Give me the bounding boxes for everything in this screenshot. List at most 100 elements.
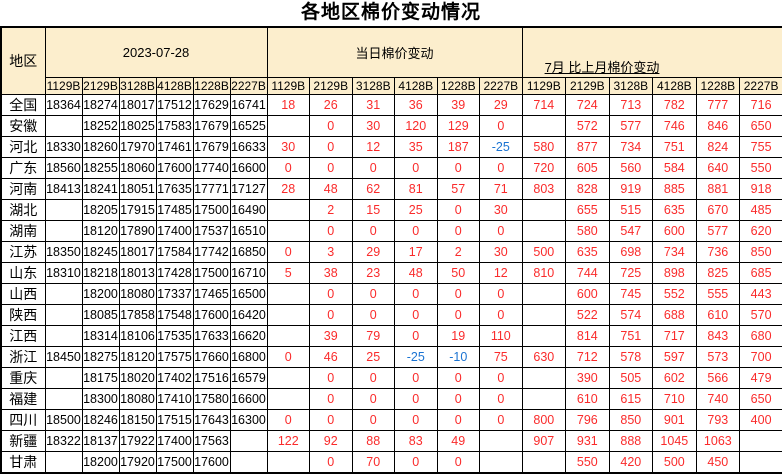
monthly-change-cell: 736 xyxy=(695,240,741,263)
region-cell: 安徽 xyxy=(0,114,46,137)
price-cell: 17516 xyxy=(192,366,231,389)
daily-change-cell: 28 xyxy=(266,177,310,200)
price-cell: 17771 xyxy=(192,177,231,200)
table-row: 山西 18200 18080 17337 17465 16500 0 0 0 0 0 600 745 55… xyxy=(0,282,782,305)
price-cell: 17500 xyxy=(155,450,194,473)
price-cell xyxy=(44,114,83,137)
table-row: 新疆 18322 18137 17922 17400 17563 122 92 88 83 49 90… xyxy=(0,429,782,452)
monthly-change-cell: 720 xyxy=(521,156,567,179)
table-row: 陕西 18085 17858 17548 17600 16420 0 0 0 0 0 522 574 68… xyxy=(0,303,782,326)
monthly-change-cell: 745 xyxy=(608,282,654,305)
daily-change-cell xyxy=(266,198,310,221)
grade-code-header: 3128B xyxy=(118,76,157,95)
monthly-change-cell xyxy=(521,387,567,410)
daily-change-cell: 39 xyxy=(436,93,480,116)
daily-change-cell: 0 xyxy=(394,324,438,347)
daily-change-cell: 48 xyxy=(394,261,438,284)
monthly-change-cell xyxy=(739,450,782,473)
monthly-change-cell: 755 xyxy=(739,135,782,158)
price-cell: 18310 xyxy=(44,261,83,284)
monthly-change-cell: 700 xyxy=(739,345,782,368)
daily-change-cell: 15 xyxy=(351,198,395,221)
daily-change-cell: 30 xyxy=(266,135,310,158)
grade-code-header: 4128B xyxy=(652,76,697,95)
price-cell xyxy=(44,219,83,242)
daily-change-cell: 0 xyxy=(436,156,480,179)
monthly-change-cell: 578 xyxy=(608,345,654,368)
monthly-change-cell: 655 xyxy=(565,198,610,221)
price-cell: 17563 xyxy=(192,429,231,452)
price-cell: 18245 xyxy=(81,240,120,263)
price-cell: 18175 xyxy=(81,366,120,389)
price-cell xyxy=(44,198,83,221)
price-cell xyxy=(44,387,83,410)
daily-change-cell: 0 xyxy=(436,282,480,305)
monthly-change-cell: 782 xyxy=(652,93,697,116)
price-cell: 18275 xyxy=(81,345,120,368)
price-cell: 17400 xyxy=(155,219,194,242)
daily-change-cell xyxy=(266,219,310,242)
monthly-change-cell: 485 xyxy=(739,198,782,221)
daily-change-cell: 129 xyxy=(436,114,480,137)
price-cell: 16579 xyxy=(229,366,268,389)
daily-change-cell: 0 xyxy=(394,219,438,242)
monthly-change-cell: 580 xyxy=(521,135,567,158)
daily-change-cell: 0 xyxy=(394,387,438,410)
daily-change-cell: 25 xyxy=(351,345,395,368)
region-cell: 新疆 xyxy=(0,429,46,452)
monthly-change-cell: 810 xyxy=(521,261,567,284)
price-cell: 18255 xyxy=(81,156,120,179)
daily-change-cell: 0 xyxy=(266,408,310,431)
table-row: 江苏 18350 18245 18017 17584 17742 16850 0 3 29 17 2 3… xyxy=(0,240,782,263)
monthly-change-cell: 610 xyxy=(695,303,741,326)
price-cell: 17500 xyxy=(192,198,231,221)
daily-change-cell: 81 xyxy=(394,177,438,200)
price-cell: 17548 xyxy=(155,303,194,326)
price-cell: 18017 xyxy=(118,240,157,263)
monthly-change-cell: 850 xyxy=(739,240,782,263)
monthly-change-cell: 698 xyxy=(608,240,654,263)
table-row: 安徽 18252 18025 17583 17679 16525 0 30 120 129 0 572… xyxy=(0,114,782,137)
monthly-change-cell: 751 xyxy=(652,135,697,158)
price-cell: 17428 xyxy=(155,261,194,284)
grade-code-header: 2227B xyxy=(479,76,523,95)
monthly-change-cell: 746 xyxy=(652,114,697,137)
daily-change-cell: 30 xyxy=(351,114,395,137)
daily-change-cell xyxy=(266,366,310,389)
daily-change-cell: 0 xyxy=(436,387,480,410)
daily-change-cell: 0 xyxy=(309,408,353,431)
daily-change-cell: 35 xyxy=(394,135,438,158)
price-cell: 17485 xyxy=(155,198,194,221)
daily-change-cell xyxy=(266,324,310,347)
monthly-change-cell: 800 xyxy=(521,408,567,431)
daily-change-cell xyxy=(479,450,523,473)
monthly-change-cell: 713 xyxy=(608,93,654,116)
monthly-change-cell: 670 xyxy=(695,198,741,221)
price-cell xyxy=(44,303,83,326)
daily-change-cell: 0 xyxy=(309,387,353,410)
daily-change-cell: 48 xyxy=(309,177,353,200)
daily-change-cell xyxy=(479,429,523,452)
daily-change-cell: 0 xyxy=(309,156,353,179)
monthly-change-cell xyxy=(521,450,567,473)
table-row: 浙江 18450 18275 18120 17575 17660 16800 0 46 25 -25… xyxy=(0,345,782,368)
grade-code-header: 2129B xyxy=(309,76,353,95)
region-cell: 全国 xyxy=(0,93,46,116)
price-cell: 18106 xyxy=(118,324,157,347)
daily-change-cell: 26 xyxy=(309,93,353,116)
price-cell: 17402 xyxy=(155,366,194,389)
daily-change-cell: 30 xyxy=(479,240,523,263)
daily-change-cell: 0 xyxy=(309,219,353,242)
price-cell: 16525 xyxy=(229,114,268,137)
daily-change-cell: 3 xyxy=(309,240,353,263)
price-cell: 17970 xyxy=(118,135,157,158)
price-cell: 16510 xyxy=(229,219,268,242)
region-cell: 广东 xyxy=(0,156,46,179)
price-cell: 18314 xyxy=(81,324,120,347)
price-cell: 18060 xyxy=(118,156,157,179)
table-row: 河南 18413 18241 18051 17635 17771 17127 28 48 62 81… xyxy=(0,177,782,200)
daily-change-cell: 0 xyxy=(479,282,523,305)
monthly-change-cell xyxy=(739,429,782,452)
table-row: 甘肃 18200 17920 17500 17600 0 70 0 0 550 420 500 450 xyxy=(0,450,782,473)
monthly-change-cell: 688 xyxy=(652,303,697,326)
